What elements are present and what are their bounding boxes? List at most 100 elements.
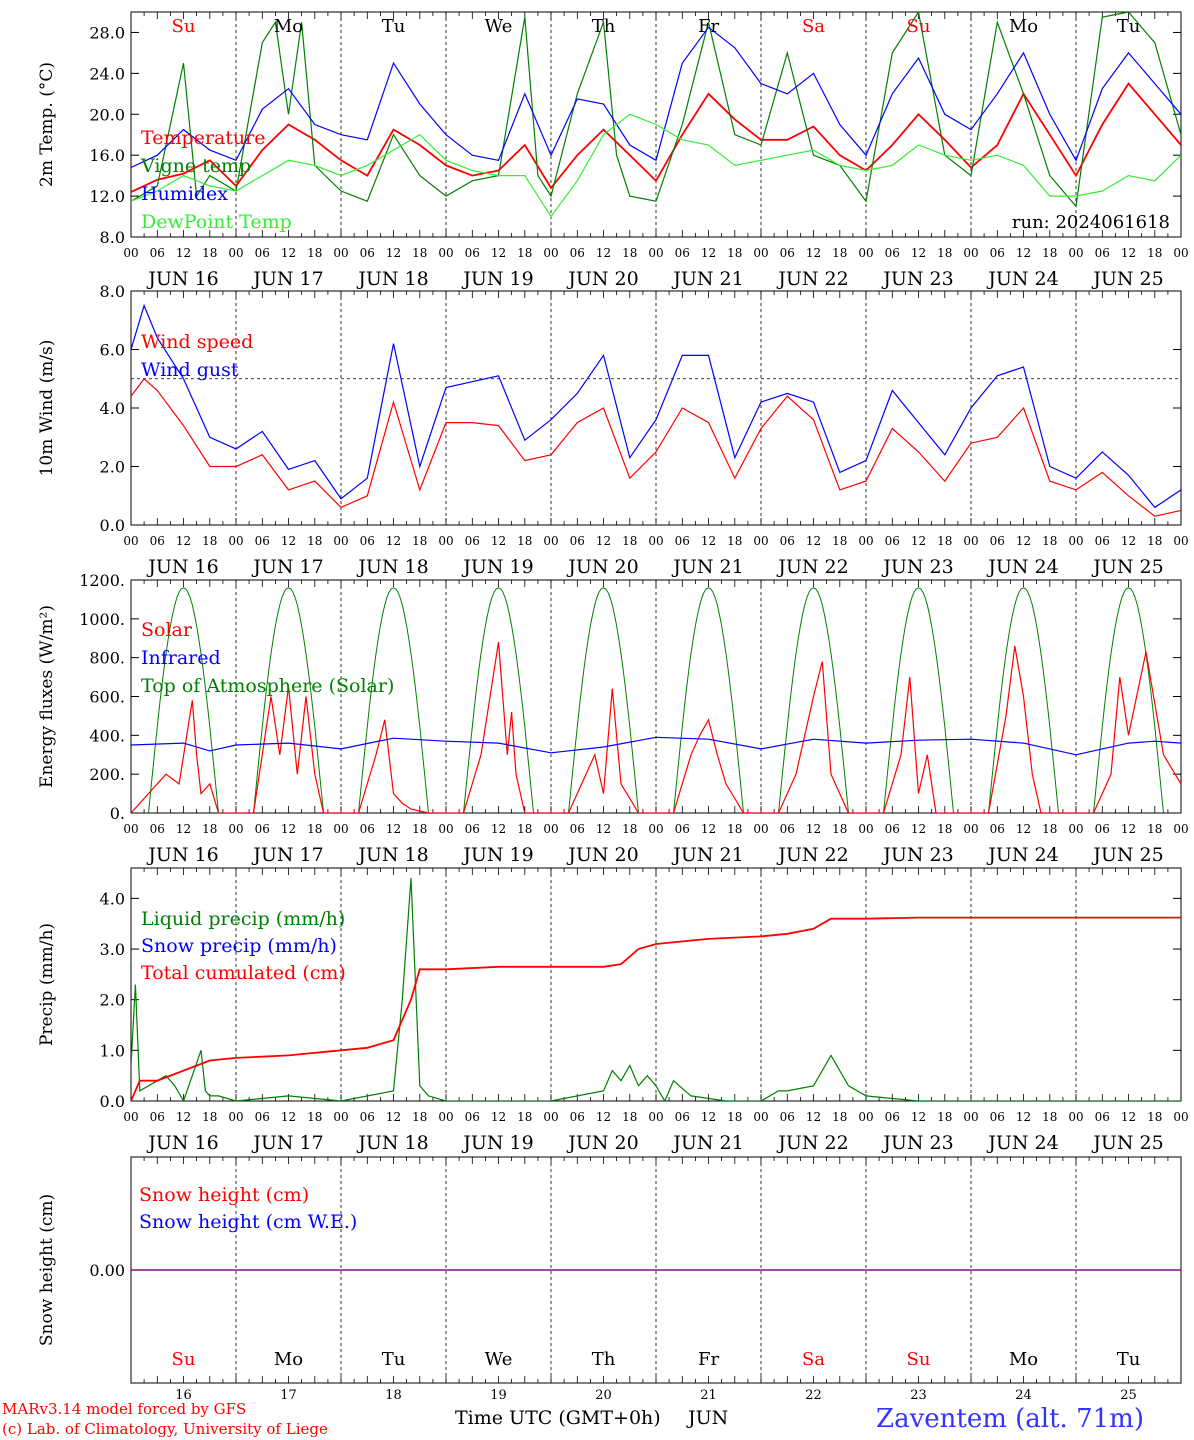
y-tick-label: 400. [89,726,125,745]
x-hour-label: 00 [438,822,453,836]
weekday-label-top: Su [172,16,196,37]
y-tick-label: 4.0 [100,889,125,908]
y-tick-label: 200. [89,765,125,784]
x-hour-label: 06 [1095,1110,1110,1124]
x-hour-label: 06 [675,246,690,260]
y-tick-label: 0.0 [100,1092,125,1111]
day-number-label: 22 [805,1388,822,1403]
x-hour-label: 12 [1121,822,1136,836]
day-number-label: 16 [175,1388,192,1403]
x-hour-label: 12 [176,534,191,548]
x-hour-label: 12 [806,246,821,260]
x-hour-label: 00 [228,1110,243,1124]
x-hour-label: 12 [596,534,611,548]
x-hour-label: 12 [1121,246,1136,260]
x-hour-label: 18 [832,246,847,260]
y-tick-label: 28.0 [89,23,125,42]
footer-copyright-line: (c) Lab. of Climatology, University of L… [2,1420,328,1438]
x-hour-label: 12 [701,534,716,548]
legend-entry: Wind gust [141,359,239,381]
series-temperature [131,82,1181,193]
series-vigne-temp [131,12,1181,208]
weekday-label-bottom: Tu [382,1349,406,1370]
weekday-label-top: Su [907,16,931,37]
day-number-label: 25 [1120,1388,1137,1403]
x-tick-marks [130,580,1182,813]
x-date-label: JUN 21 [671,268,743,290]
x-date-label: JUN 16 [146,556,218,578]
x-hour-label: 18 [307,822,322,836]
x-hour-label: 12 [911,822,926,836]
y-tick-label: 12.0 [89,187,125,206]
y-tick-label: 24.0 [89,64,125,83]
x-hour-label: 06 [360,1110,375,1124]
x-hour-label: 00 [1173,534,1188,548]
series-wind-speed [131,377,1181,517]
x-hour-label: 06 [885,246,900,260]
x-hour-label: 12 [176,822,191,836]
weekday-label-bottom: Th [592,1349,616,1370]
x-hour-label: 00 [123,246,138,260]
x-tick-marks [130,868,1182,1101]
day-number-label: 19 [490,1388,507,1403]
series-group [131,12,1181,218]
y-tick-label: 1200. [79,571,125,590]
x-hour-label: 18 [1147,1110,1162,1124]
x-hour-label: 18 [517,1110,532,1124]
y-tick-label: 2.0 [100,458,125,477]
x-hour-label: 00 [963,246,978,260]
weekday-label-bottom: Mo [1009,1349,1038,1370]
weekday-label-top: Th [592,16,616,37]
x-hour-label: 00 [543,534,558,548]
x-hour-label: 06 [1095,246,1110,260]
x-date-label: JUN 20 [566,844,638,866]
x-date-label: JUN 20 [566,1132,638,1154]
series-humidex [131,26,1181,169]
legend-entry: Snow height (cm) [139,1184,309,1206]
x-hour-label: 06 [360,822,375,836]
x-hour-label: 06 [150,534,165,548]
x-hour-label: 12 [596,1110,611,1124]
x-date-label: JUN 20 [566,268,638,290]
x-hour-label: 00 [1173,822,1188,836]
x-hour-label: 06 [465,246,480,260]
x-hour-label: 06 [780,822,795,836]
legend-entry: Total cumulated (cm) [141,962,346,984]
x-hour-label: 12 [1016,1110,1031,1124]
series-group [131,587,1181,813]
legend-entry: Humidex [141,183,228,205]
x-hour-label: 18 [622,534,637,548]
x-date-label: JUN 22 [776,1132,848,1154]
x-date-label: JUN 19 [461,556,533,578]
x-hour-label: 12 [281,534,296,548]
weekday-label-bottom: Sa [802,1349,825,1370]
x-hour-label: 00 [648,246,663,260]
x-hour-label: 06 [465,822,480,836]
legend-entry: Snow precip (mm/h) [141,935,337,957]
y-tick-label: 0.00 [89,1261,125,1280]
x-hour-label: 12 [386,246,401,260]
x-hour-label: 06 [570,822,585,836]
x-hour-label: 12 [281,822,296,836]
x-hour-label: 00 [1068,822,1083,836]
day-number-label: 21 [700,1388,717,1403]
panel-radiation: 0. 200. 400. 600. 800. 1000. 1200. Energy fluxe… [37,571,1189,866]
x-hour-label: 00 [123,822,138,836]
legend-entry: Infrared [141,647,221,669]
x-hour-label: 12 [596,246,611,260]
x-hour-label: 06 [990,534,1005,548]
x-hour-label: 00 [123,1110,138,1124]
x-axis-title: Time UTC (GMT+0h) [455,1407,661,1429]
legend-entry: Snow height (cm W.E.) [139,1211,357,1233]
x-date-label: JUN 16 [146,1132,218,1154]
legend-entry: Temperature [141,127,265,149]
x-date-label: JUN 19 [461,844,533,866]
x-hour-label: 06 [570,1110,585,1124]
x-date-label: JUN 17 [251,268,323,290]
x-date-label: JUN 19 [461,1132,533,1154]
y-axis-label: Precip (mm/h) [37,923,57,1046]
x-hour-label: 12 [1016,246,1031,260]
x-hour-label: 06 [1095,822,1110,836]
x-hour-label: 00 [333,534,348,548]
x-hour-label: 00 [438,1110,453,1124]
